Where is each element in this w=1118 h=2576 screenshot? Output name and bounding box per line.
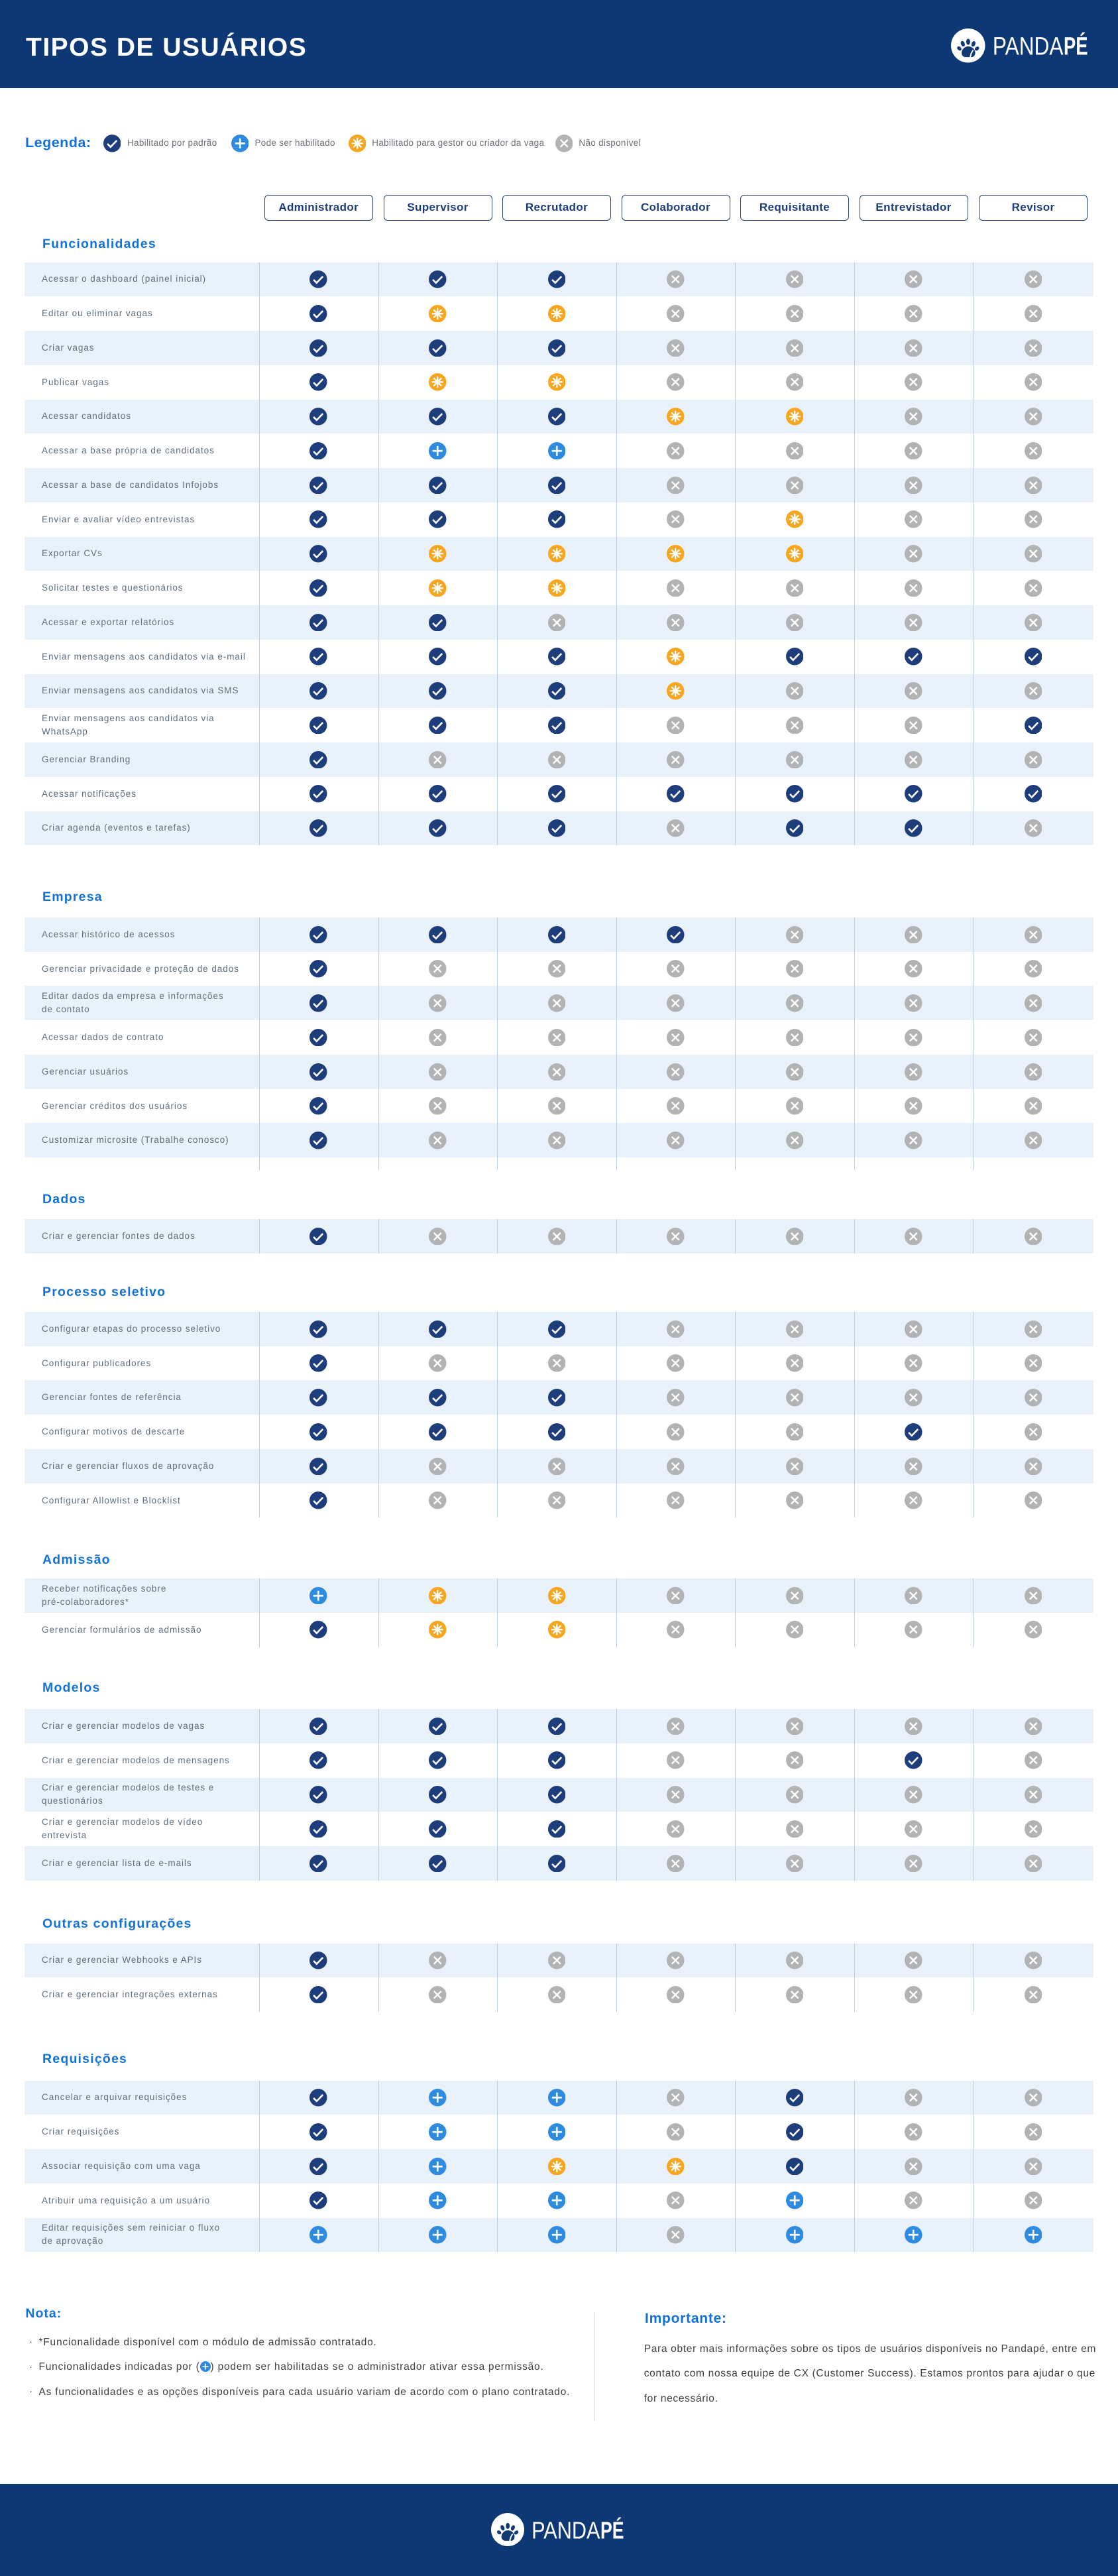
svg-text:PÉ: PÉ [1064, 32, 1088, 60]
svg-text:PÉ: PÉ [600, 2516, 624, 2544]
svg-text:PANDA: PANDA [531, 2518, 600, 2544]
svg-text:PANDA: PANDA [993, 33, 1064, 60]
